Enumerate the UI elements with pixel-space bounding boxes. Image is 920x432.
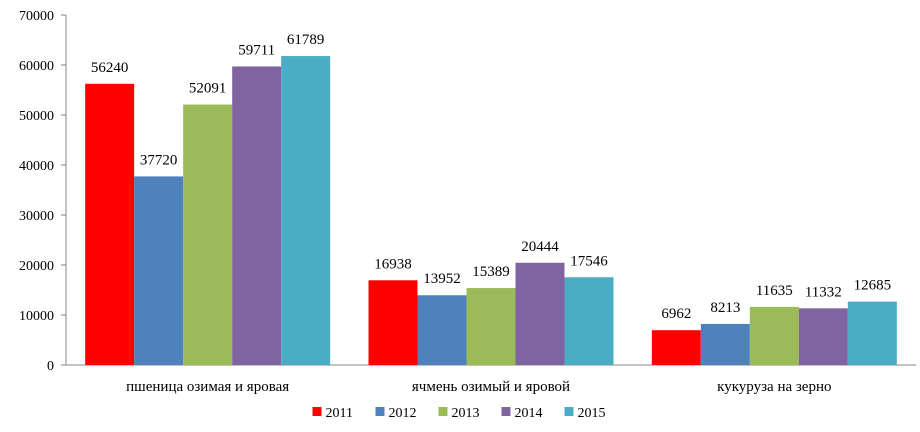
bar — [564, 277, 614, 365]
legend-label: 2013 — [452, 406, 480, 421]
x-axis-categories: пшеница озимая и яровая ячмень озимый и я… — [126, 379, 831, 395]
bar — [651, 330, 701, 365]
y-tick-label: 50000 — [19, 109, 54, 124]
category-label: кукуруза на зерно — [717, 379, 831, 395]
y-tick-label: 10000 — [19, 309, 54, 324]
bar — [417, 295, 467, 365]
y-axis-ticks: 0 10000 20000 30000 40000 50000 60000 70000 — [19, 9, 66, 374]
legend-label: 2015 — [578, 406, 606, 421]
data-label: 6962 — [661, 306, 691, 322]
data-label: 13952 — [423, 271, 461, 287]
data-label: 11635 — [756, 283, 793, 299]
legend-swatch — [501, 407, 511, 416]
data-label: 37720 — [140, 152, 178, 168]
y-tick-label: 40000 — [19, 159, 54, 174]
legend-swatch — [564, 407, 574, 416]
data-label: 17546 — [570, 253, 608, 269]
y-tick-label: 0 — [47, 359, 54, 374]
bar — [700, 323, 750, 365]
legend-swatch — [375, 407, 385, 416]
data-label: 61789 — [287, 32, 325, 48]
bar — [85, 83, 135, 366]
data-label: 12685 — [854, 278, 892, 294]
bar — [281, 56, 331, 366]
data-label: 15389 — [472, 264, 510, 280]
bar — [749, 306, 799, 365]
data-label: 59711 — [238, 42, 275, 58]
data-label: 16938 — [374, 256, 412, 272]
category-label: ячмень озимый и яровой — [412, 379, 570, 395]
y-tick-label: 60000 — [19, 59, 54, 74]
bar — [798, 308, 848, 365]
bars — [85, 56, 897, 366]
bar — [183, 104, 233, 366]
legend-label: 2012 — [389, 406, 417, 421]
bar — [466, 288, 516, 365]
legend: 2011 2012 2013 2014 2015 — [312, 406, 606, 421]
bar — [515, 262, 565, 365]
bar — [368, 280, 418, 365]
category-label: пшеница озимая и яровая — [126, 379, 289, 395]
data-labels: 56240 37720 52091 59711 61789 16938 13952 15389… — [91, 32, 891, 322]
legend-swatch — [438, 407, 448, 416]
data-label: 20444 — [521, 239, 559, 255]
bar — [134, 176, 184, 365]
legend-swatch — [312, 407, 322, 416]
bar — [232, 66, 282, 365]
data-label: 11332 — [805, 284, 842, 300]
y-tick-label: 70000 — [19, 9, 54, 24]
bar — [847, 301, 897, 365]
data-label: 56240 — [91, 60, 129, 76]
data-label: 52091 — [189, 81, 227, 97]
y-tick-label: 30000 — [19, 209, 54, 224]
data-label: 8213 — [710, 300, 740, 316]
legend-label: 2011 — [326, 406, 353, 421]
legend-label: 2014 — [515, 406, 543, 421]
y-tick-label: 20000 — [19, 259, 54, 274]
